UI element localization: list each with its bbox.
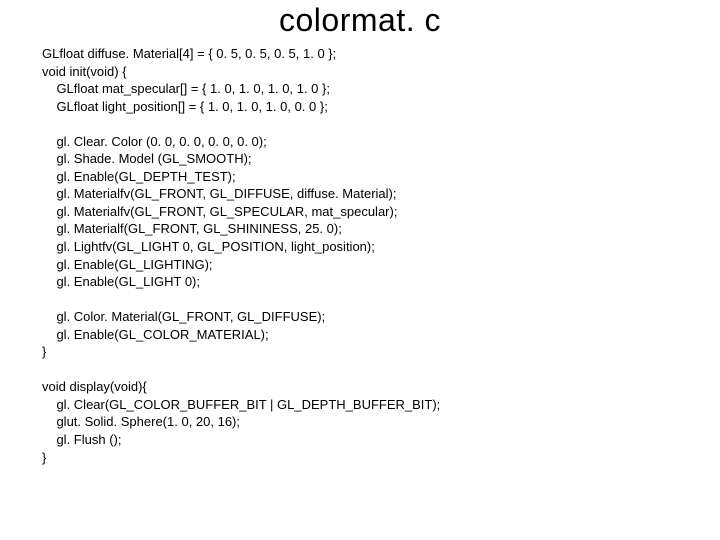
slide-container: colormat. c GLfloat diffuse. Material[4]…: [0, 0, 720, 540]
slide-title: colormat. c: [0, 2, 720, 39]
code-block: GLfloat diffuse. Material[4] = { 0. 5, 0…: [0, 45, 720, 466]
